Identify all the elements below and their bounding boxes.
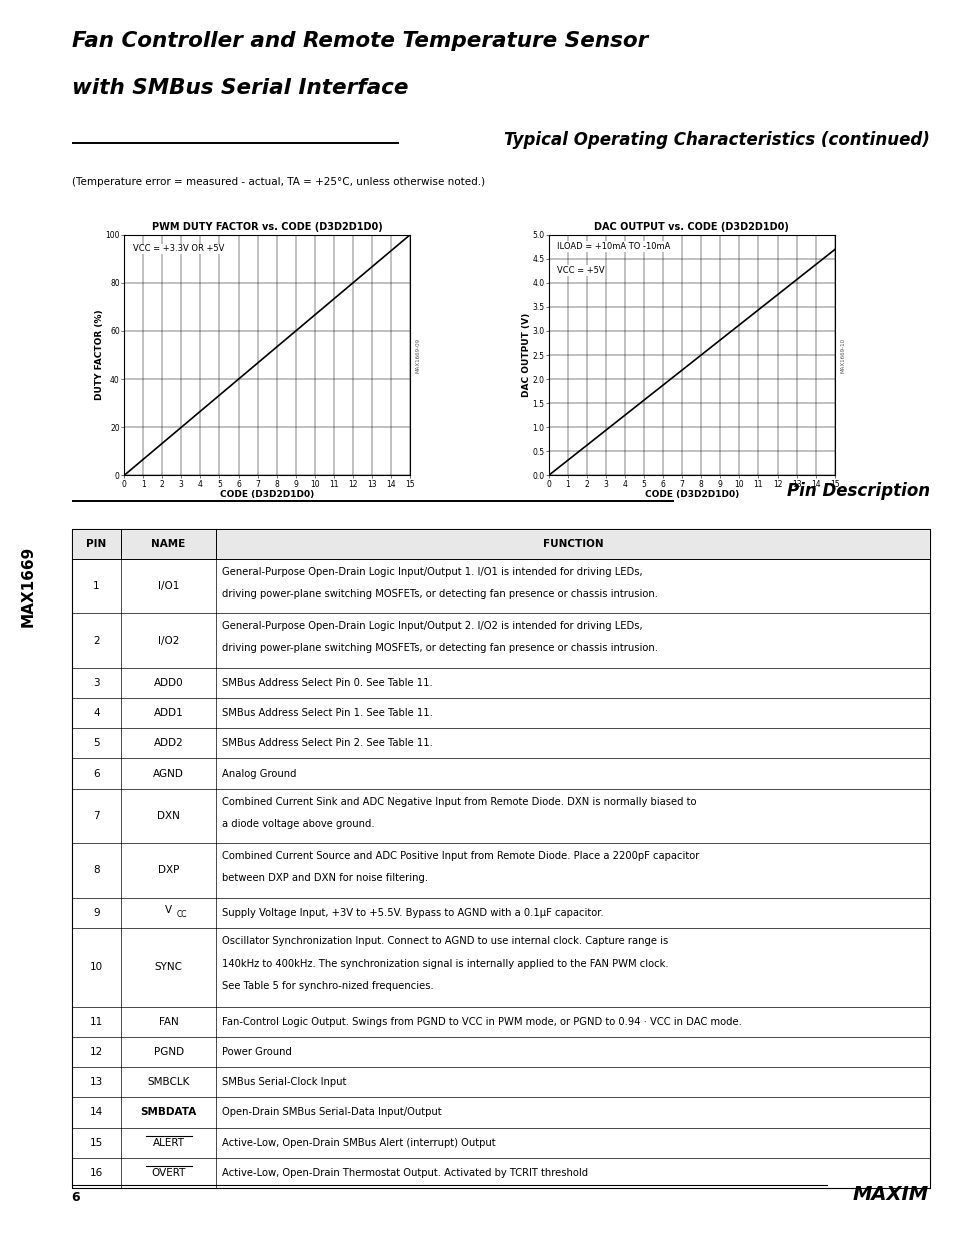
Text: between DXP and DXN for noise filtering.: between DXP and DXN for noise filtering. [221, 873, 428, 883]
Text: 9: 9 [93, 908, 100, 918]
Text: Fan-Control Logic Output. Swings from PGND to VCC in PWM mode, or PGND to 0.94 ·: Fan-Control Logic Output. Swings from PG… [221, 1016, 740, 1026]
Text: V: V [165, 905, 172, 915]
Text: General-Purpose Open-Drain Logic Input/Output 2. I/O2 is intended for driving LE: General-Purpose Open-Drain Logic Input/O… [221, 621, 641, 631]
Text: 5: 5 [93, 739, 100, 748]
Text: ADD1: ADD1 [153, 708, 183, 718]
Text: SMBus Address Select Pin 1. See Table 11.: SMBus Address Select Pin 1. See Table 11… [221, 708, 433, 718]
Text: VCC = +5V: VCC = +5V [557, 266, 604, 275]
Text: SMBus Address Select Pin 0. See Table 11.: SMBus Address Select Pin 0. See Table 11… [221, 678, 432, 688]
Text: Analog Ground: Analog Ground [221, 768, 296, 778]
Text: PGND: PGND [153, 1047, 183, 1057]
Text: 11: 11 [90, 1016, 103, 1026]
Text: AGND: AGND [153, 768, 184, 778]
Text: driving power-plane switching MOSFETs, or detecting fan presence or chassis intr: driving power-plane switching MOSFETs, o… [221, 589, 658, 599]
Text: 14: 14 [90, 1108, 103, 1118]
Text: 10: 10 [90, 962, 103, 972]
Text: Supply Voltage Input, +3V to +5.5V. Bypass to AGND with a 0.1μF capacitor.: Supply Voltage Input, +3V to +5.5V. Bypa… [221, 908, 603, 918]
Title: DAC OUTPUT vs. CODE (D3D2D1D0): DAC OUTPUT vs. CODE (D3D2D1D0) [594, 222, 788, 232]
Text: MAX1669-10: MAX1669-10 [840, 337, 844, 373]
Text: PIN: PIN [86, 538, 107, 548]
Text: OVERT: OVERT [152, 1168, 186, 1178]
Text: MAX1669: MAX1669 [21, 546, 36, 627]
Text: 12: 12 [90, 1047, 103, 1057]
Text: I/O2: I/O2 [157, 636, 179, 646]
Bar [71, 529, 929, 558]
Text: 3: 3 [93, 678, 100, 688]
Text: Oscillator Synchronization Input. Connect to AGND to use internal clock. Capture: Oscillator Synchronization Input. Connec… [221, 936, 667, 946]
Text: DXP: DXP [157, 866, 179, 876]
Text: Open-Drain SMBus Serial-Data Input/Output: Open-Drain SMBus Serial-Data Input/Outpu… [221, 1108, 441, 1118]
Text: with SMBus Serial Interface: with SMBus Serial Interface [71, 78, 408, 99]
Text: NAME: NAME [152, 538, 186, 548]
X-axis label: CODE (D3D2D1D0): CODE (D3D2D1D0) [644, 490, 738, 499]
Y-axis label: DAC OUTPUT (V): DAC OUTPUT (V) [521, 312, 530, 398]
Text: 2: 2 [93, 636, 100, 646]
Text: 15: 15 [90, 1137, 103, 1147]
Text: driving power-plane switching MOSFETs, or detecting fan presence or chassis intr: driving power-plane switching MOSFETs, o… [221, 643, 658, 653]
Text: 140kHz to 400kHz. The synchronization signal is internally applied to the FAN PW: 140kHz to 400kHz. The synchronization si… [221, 958, 668, 969]
Text: a diode voltage above ground.: a diode voltage above ground. [221, 819, 374, 829]
Text: Typical Operating Characteristics (continued): Typical Operating Characteristics (conti… [504, 131, 929, 149]
Text: 4: 4 [93, 708, 100, 718]
Text: Active-Low, Open-Drain SMBus Alert (interrupt) Output: Active-Low, Open-Drain SMBus Alert (inte… [221, 1137, 495, 1147]
Text: FUNCTION: FUNCTION [542, 538, 602, 548]
Text: MAX1669-09: MAX1669-09 [416, 337, 420, 373]
Text: ILOAD = +10mA TO -10mA: ILOAD = +10mA TO -10mA [557, 242, 670, 251]
Text: 1: 1 [93, 580, 100, 592]
Text: 6: 6 [93, 768, 100, 778]
Text: 13: 13 [90, 1077, 103, 1087]
Text: 6: 6 [71, 1191, 80, 1204]
Text: 16: 16 [90, 1168, 103, 1178]
Text: Active-Low, Open-Drain Thermostat Output. Activated by TCRIT threshold: Active-Low, Open-Drain Thermostat Output… [221, 1168, 587, 1178]
Text: SMBDATA: SMBDATA [140, 1108, 196, 1118]
Text: ADD2: ADD2 [153, 739, 183, 748]
Text: Power Ground: Power Ground [221, 1047, 292, 1057]
Text: 7: 7 [93, 811, 100, 821]
X-axis label: CODE (D3D2D1D0): CODE (D3D2D1D0) [220, 490, 314, 499]
Text: Combined Current Source and ADC Positive Input from Remote Diode. Place a 2200pF: Combined Current Source and ADC Positive… [221, 851, 699, 861]
Text: See Table 5 for synchro-nized frequencies.: See Table 5 for synchro-nized frequencie… [221, 982, 433, 992]
Text: I/O1: I/O1 [157, 580, 179, 592]
Title: PWM DUTY FACTOR vs. CODE (D3D2D1D0): PWM DUTY FACTOR vs. CODE (D3D2D1D0) [152, 222, 382, 232]
Text: DXN: DXN [157, 811, 180, 821]
Text: Pin Description: Pin Description [786, 482, 929, 500]
Text: MAXIM: MAXIM [851, 1186, 927, 1204]
Text: SMBus Serial-Clock Input: SMBus Serial-Clock Input [221, 1077, 346, 1087]
Text: Fan Controller and Remote Temperature Sensor: Fan Controller and Remote Temperature Se… [71, 31, 647, 51]
Text: (Temperature error = measured - actual, TA = +25°C, unless otherwise noted.): (Temperature error = measured - actual, … [71, 177, 484, 186]
Text: CC: CC [177, 910, 188, 919]
Text: SMBCLK: SMBCLK [147, 1077, 190, 1087]
Text: Combined Current Sink and ADC Negative Input from Remote Diode. DXN is normally : Combined Current Sink and ADC Negative I… [221, 797, 696, 806]
Text: General-Purpose Open-Drain Logic Input/Output 1. I/O1 is intended for driving LE: General-Purpose Open-Drain Logic Input/O… [221, 567, 641, 577]
Text: 8: 8 [93, 866, 100, 876]
Text: ADD0: ADD0 [153, 678, 183, 688]
Text: VCC = +3.3V OR +5V: VCC = +3.3V OR +5V [132, 245, 224, 253]
Y-axis label: DUTY FACTOR (%): DUTY FACTOR (%) [95, 310, 104, 400]
Text: FAN: FAN [158, 1016, 178, 1026]
Text: ALERT: ALERT [152, 1137, 184, 1147]
Text: SYNC: SYNC [154, 962, 182, 972]
Text: SMBus Address Select Pin 2. See Table 11.: SMBus Address Select Pin 2. See Table 11… [221, 739, 433, 748]
